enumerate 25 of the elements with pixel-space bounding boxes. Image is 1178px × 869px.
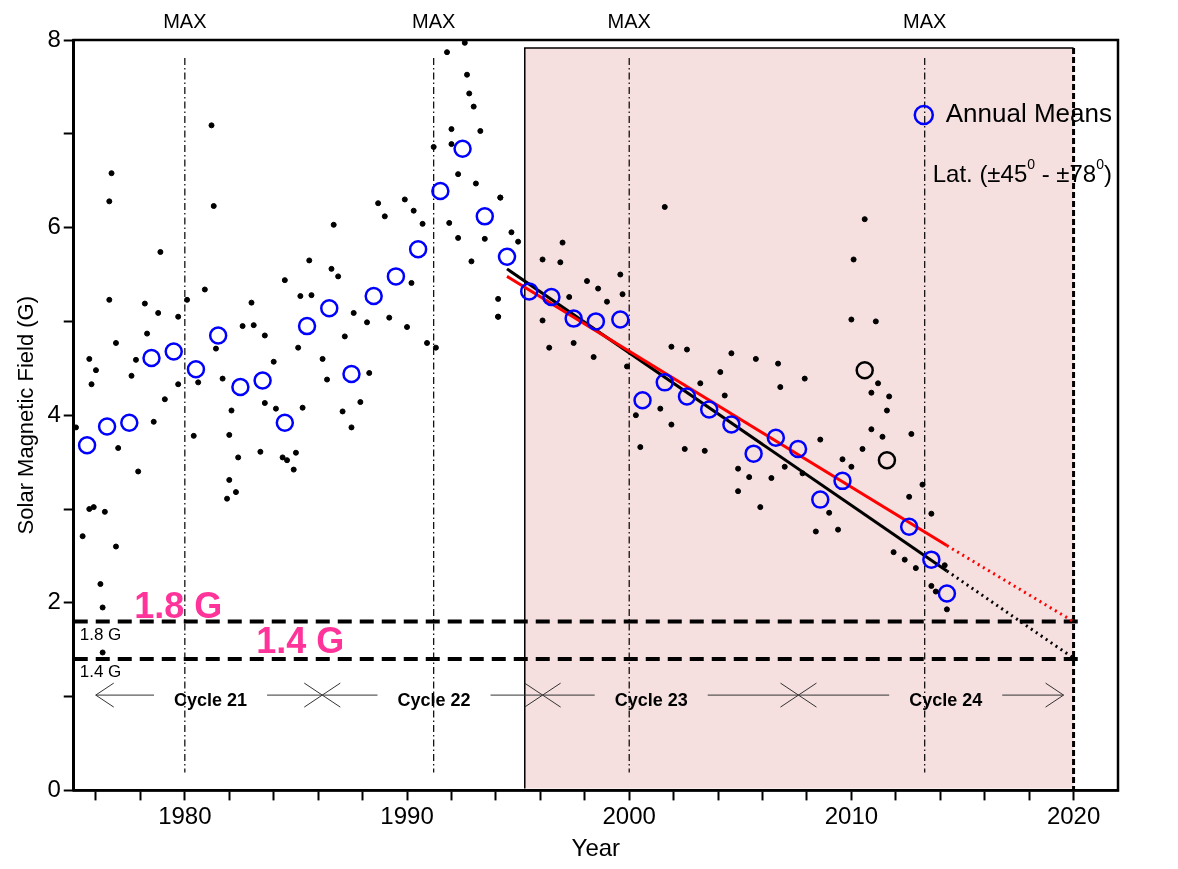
x-tick-label: 1980 [158,802,212,830]
ref-line-label: MAX [903,9,947,32]
annotation: Cycle 23 [614,690,688,711]
annotation: Cycle 24 [909,690,983,711]
ref-line-label: MAX [163,9,207,32]
x-tick-label: 2000 [602,802,656,830]
ref-line-label: MAX [607,9,651,32]
x-axis-title: Year [571,834,621,862]
annotation: Cycle 22 [397,690,471,711]
annotation: 1.4 G [256,620,345,662]
y-axis-title: Solar Magnetic Field (G) [13,295,39,535]
annotation: 1.8 G [134,584,223,626]
x-tick-label: 2010 [824,802,879,830]
x-tick-label: 1990 [380,802,434,830]
ref-line-label: 1.4 G [79,662,122,682]
y-tick-label: 8 [47,24,61,52]
ref-line-label: 1.8 G [79,624,122,644]
y-tick-label: 0 [47,775,61,803]
annotation: Cycle 21 [174,690,248,711]
ref-line-label: MAX [412,9,456,32]
y-tick-label: 2 [47,587,61,615]
x-tick-label: 2020 [1046,802,1101,830]
y-tick-label: 6 [47,212,61,240]
y-tick-label: 4 [47,399,61,427]
legend-label: Annual Means [945,98,1112,129]
